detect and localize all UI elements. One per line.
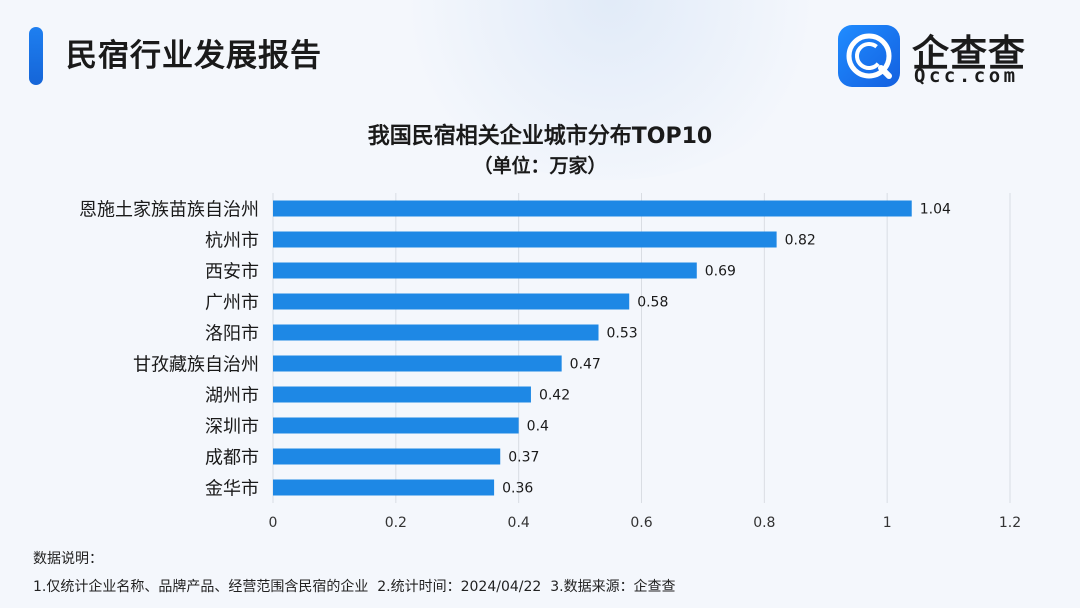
value-label: 0.82 xyxy=(785,233,816,249)
category-label: 湖州市 xyxy=(205,386,259,407)
x-tick-label: 0.4 xyxy=(508,515,530,531)
category-label: 西安市 xyxy=(205,262,259,283)
x-tick-label: 1.2 xyxy=(999,515,1021,531)
category-label: 甘孜藏族自治州 xyxy=(133,355,259,376)
qcc-logo-icon xyxy=(838,25,900,87)
bar xyxy=(273,200,912,217)
value-label: 0.53 xyxy=(607,326,638,342)
value-labels: 1.04 0.82 0.69 0.58 0.53 0.470.42 0.4 0.37 0.36 xyxy=(502,202,951,497)
category-label: 金华市 xyxy=(205,479,259,500)
notes-text: 1.仅统计企业名称、品牌产品、经营范围含民宿的企业 2.统计时间：2024/04… xyxy=(33,579,676,595)
value-label: 0.37 xyxy=(508,450,539,466)
category-label: 洛阳市 xyxy=(205,324,259,345)
qcc-logo: 企查查 Qcc.com xyxy=(838,25,1048,87)
report-title: 民宿行业发展报告 xyxy=(66,38,322,74)
x-axis-ticks: 0 0.2 0.4 0.6 0.8 1 1.2 xyxy=(269,515,1022,531)
x-tick-label: 1 xyxy=(883,515,892,531)
bar xyxy=(273,324,599,341)
value-label: 0.42 xyxy=(539,388,570,404)
category-label: 恩施土家族苗族自治州 xyxy=(79,200,259,221)
notes-label: 数据说明： xyxy=(33,551,103,567)
category-label: 成都市 xyxy=(205,448,259,469)
chart-subtitle: （单位：万家） xyxy=(473,155,607,177)
bar xyxy=(273,386,531,403)
bar xyxy=(273,448,501,465)
category-label: 深圳市 xyxy=(205,417,259,438)
bar xyxy=(273,262,697,279)
value-label: 0.69 xyxy=(705,264,736,280)
logo-text-cn: 企查查 xyxy=(912,32,1026,75)
bar xyxy=(273,355,562,372)
value-label: 0.4 xyxy=(527,419,549,435)
bar xyxy=(273,417,519,434)
value-label: 0.58 xyxy=(637,295,668,311)
value-label: 0.36 xyxy=(502,481,533,497)
bars xyxy=(273,200,912,496)
bar xyxy=(273,479,495,496)
category-label: 广州市 xyxy=(205,293,259,314)
bar xyxy=(273,231,777,248)
x-tick-label: 0 xyxy=(269,515,278,531)
value-label: 1.04 xyxy=(920,202,951,218)
value-label: 0.47 xyxy=(570,357,601,373)
bar xyxy=(273,293,630,310)
logo-text-en: Qcc.com xyxy=(914,65,1019,87)
x-tick-label: 0.2 xyxy=(385,515,407,531)
x-tick-label: 0.6 xyxy=(630,515,652,531)
header-accent-bar xyxy=(29,27,43,85)
category-label: 杭州市 xyxy=(205,231,259,252)
x-tick-label: 0.8 xyxy=(753,515,775,531)
chart-title: 我国民宿相关企业城市分布TOP10 xyxy=(367,124,713,149)
category-labels: 恩施土家族苗族自治州杭州市西安市广州市洛阳市甘孜藏族自治州湖州市深圳市成都市金华… xyxy=(79,200,259,500)
